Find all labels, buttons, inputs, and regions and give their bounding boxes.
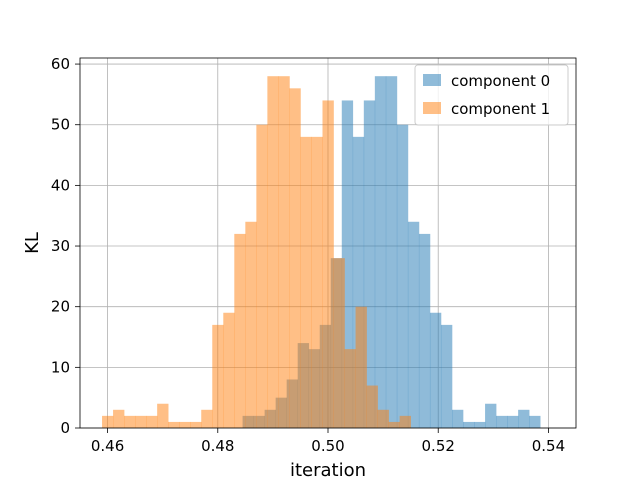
- histogram-bar: [518, 409, 530, 428]
- histogram-bar: [190, 421, 202, 428]
- histogram-bar: [234, 233, 246, 428]
- histogram-bar: [418, 233, 431, 428]
- x-tick-label: 0.52: [422, 437, 455, 455]
- histogram-bar: [363, 100, 376, 428]
- histogram-bar: [135, 415, 147, 428]
- x-axis-label: iteration: [290, 460, 366, 480]
- bars: [102, 76, 541, 429]
- histogram-bar: [113, 409, 125, 428]
- histogram-bar: [124, 415, 136, 428]
- histogram-bar: [377, 409, 389, 428]
- histogram-bar: [429, 312, 442, 428]
- histogram-bar: [344, 349, 356, 428]
- histogram-bar: [485, 403, 497, 428]
- histogram-bar: [267, 76, 279, 429]
- histogram-bar: [245, 221, 257, 428]
- x-ticks: 0.46 0.48 0.50 0.52 0.54: [91, 428, 565, 455]
- legend-swatch: [423, 74, 441, 86]
- histogram-bar: [496, 415, 508, 428]
- x-tick-label: 0.50: [311, 437, 344, 455]
- histogram-bar: [396, 124, 409, 428]
- histogram-bar: [201, 409, 213, 428]
- y-tick-label: 50: [51, 116, 70, 134]
- series-1: [102, 76, 411, 429]
- histogram-bar: [529, 415, 541, 428]
- legend-swatch: [423, 102, 441, 114]
- histogram-bar: [212, 324, 224, 428]
- histogram-bar: [256, 124, 268, 428]
- histogram-bar: [374, 76, 387, 429]
- histogram-bar: [355, 306, 367, 428]
- histogram-bar: [179, 421, 191, 428]
- histogram-bar: [440, 324, 453, 428]
- y-tick-label: 20: [51, 298, 70, 316]
- y-tick-label: 10: [51, 358, 70, 376]
- histogram-bar: [463, 421, 475, 428]
- y-tick-label: 30: [51, 237, 70, 255]
- x-tick-label: 0.48: [201, 437, 234, 455]
- legend-label: component 0: [451, 72, 550, 90]
- legend-label: component 1: [451, 100, 550, 118]
- histogram-bar: [452, 409, 464, 428]
- histogram-bar: [474, 421, 486, 428]
- histogram-bar: [388, 421, 400, 428]
- histogram-bar: [223, 312, 235, 428]
- histogram-bar: [333, 258, 345, 428]
- legend-box: [414, 64, 569, 126]
- legend: component 0 component 1: [414, 64, 569, 126]
- histogram-bar: [146, 415, 158, 428]
- y-tick-label: 40: [51, 176, 70, 194]
- y-tick-label: 60: [51, 55, 70, 73]
- y-tick-label: 0: [60, 419, 70, 437]
- histogram-bar: [311, 136, 323, 428]
- histogram-bar: [168, 421, 180, 428]
- histogram-bar: [352, 136, 365, 428]
- histogram-bar: [366, 385, 378, 428]
- histogram-bar: [385, 76, 398, 429]
- histogram-bar: [157, 403, 169, 428]
- histogram-bar: [300, 136, 312, 428]
- histogram-bar: [278, 76, 290, 429]
- x-tick-label: 0.46: [91, 437, 124, 455]
- histogram-bar: [407, 221, 420, 428]
- y-axis-label: KL: [22, 232, 43, 254]
- histogram-bar: [102, 415, 114, 428]
- histogram-bar: [322, 100, 334, 428]
- x-tick-label: 0.54: [532, 437, 565, 455]
- histogram-bar: [341, 100, 354, 428]
- y-ticks: 0 10 20 30 40 50 60: [51, 55, 80, 437]
- histogram-bar: [399, 415, 411, 428]
- histogram-bar: [507, 415, 519, 428]
- histogram-bar: [289, 88, 301, 428]
